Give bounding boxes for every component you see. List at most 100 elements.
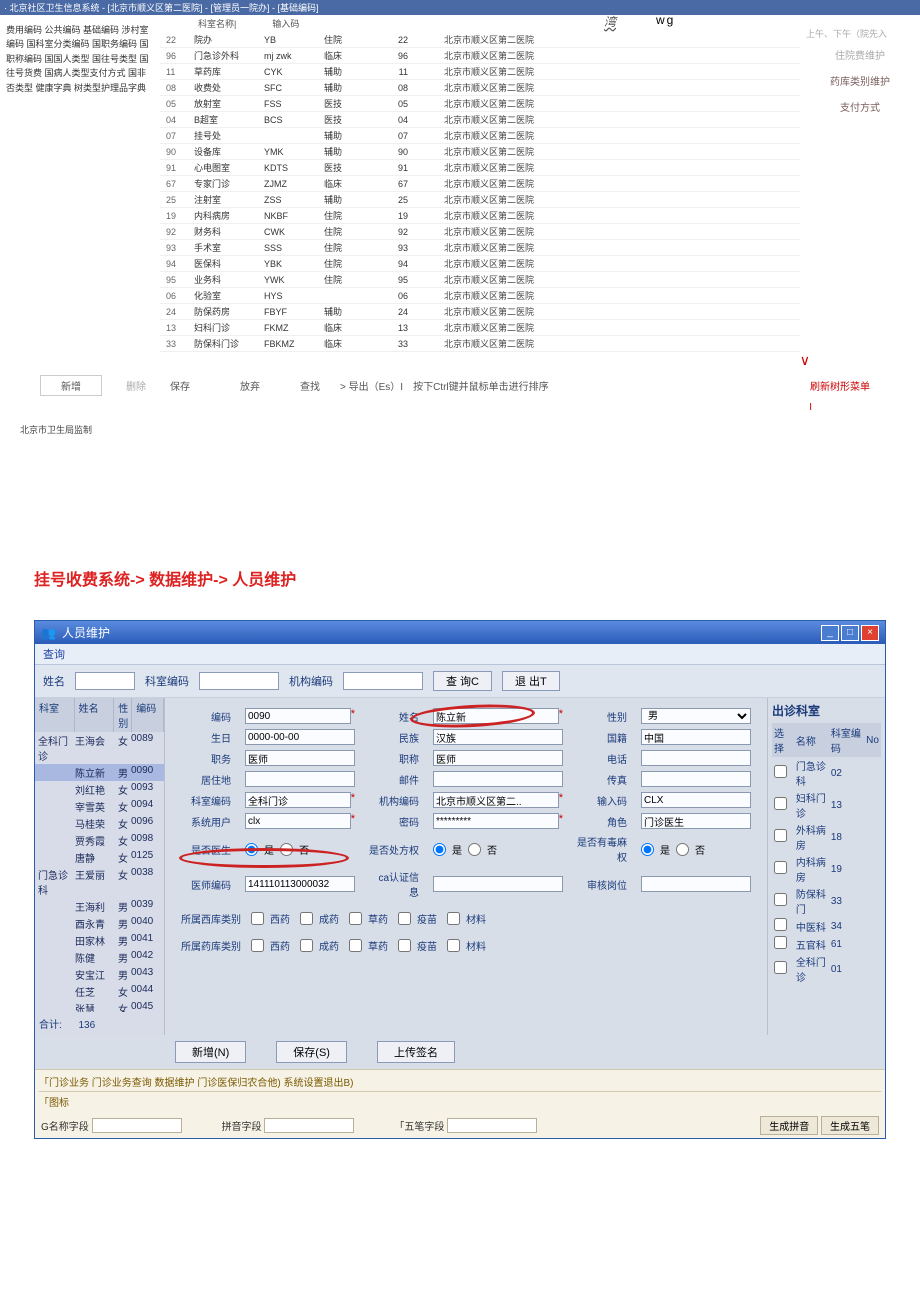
table-row[interactable]: 13妇科门诊FKMZ临床13北京市顺义区第二医院 [160, 320, 800, 336]
chk-cl[interactable] [447, 912, 460, 925]
code-input[interactable] [245, 708, 351, 724]
namefield-input[interactable] [92, 1118, 182, 1133]
table-row[interactable]: 33防保科门诊FBKMZ临床33北京市顺义区第二医院 [160, 336, 800, 352]
chk-cl2[interactable] [447, 939, 460, 952]
genpy-button[interactable]: 生成拼音 [760, 1116, 818, 1135]
table-row[interactable]: 22院办YB住院22北京市顺义区第二医院 [160, 32, 800, 48]
chk-ym[interactable] [398, 912, 411, 925]
list-item[interactable]: 陈立新男0090 [35, 764, 164, 781]
table-row[interactable]: 96门急诊外科mj zwk临床96北京市顺义区第二医院 [160, 48, 800, 64]
save-button[interactable]: 保存 [170, 378, 190, 393]
taskbar-tabs[interactable]: 「门诊业务 门诊业务查询 数据维护 门诊医保归农合他) 系统设置退出B) [39, 1072, 881, 1092]
deptcode-input[interactable] [199, 672, 279, 690]
table-row[interactable]: 92财务科CWK住院92北京市顺义区第二医院 [160, 224, 800, 240]
name-input[interactable] [75, 672, 135, 690]
row-checkbox[interactable] [774, 893, 787, 906]
link-payment[interactable]: 支付方式 [806, 99, 914, 119]
list-item[interactable]: 田家林男0041 [35, 932, 164, 949]
chk-ym2[interactable] [398, 939, 411, 952]
list-item[interactable]: 马桂荣女0096 [35, 815, 164, 832]
link-drugtype[interactable]: 药库类别维护 [806, 73, 914, 93]
birth-input[interactable] [245, 729, 355, 745]
list-item[interactable]: 宰雪英女0094 [35, 798, 164, 815]
table-row[interactable]: 06化验室HYS06北京市顺义区第二医院 [160, 288, 800, 304]
pwd-input[interactable] [433, 813, 559, 829]
rx-radio[interactable]: 是否 [433, 842, 563, 857]
country-input[interactable] [641, 729, 751, 745]
row-checkbox[interactable] [774, 797, 787, 810]
list-item[interactable]: 全科门诊王海会女0089 [35, 732, 164, 764]
wbfield-input[interactable] [447, 1118, 537, 1133]
inputcode-input[interactable] [641, 792, 751, 808]
row-checkbox[interactable] [774, 829, 787, 842]
sysuser-input[interactable] [245, 813, 351, 829]
list-item[interactable]: 王海利男0039 [35, 898, 164, 915]
table-row[interactable]: 90设备库YMK辅助90北京市顺义区第二医院 [160, 144, 800, 160]
sex-select[interactable]: 男 [641, 708, 751, 724]
table-row[interactable]: 07挂号处辅助07北京市顺义区第二医院 [160, 128, 800, 144]
drug-radio[interactable]: 是否 [641, 842, 751, 857]
phone-input[interactable] [641, 750, 751, 766]
table-row[interactable]: 外科病房18 [772, 821, 881, 853]
person-rows[interactable]: 全科门诊王海会女0089陈立新男0090刘红艳女0093宰雪英女0094马桂荣女… [35, 732, 164, 1012]
pyfield-input[interactable] [264, 1118, 354, 1133]
ca-input[interactable] [433, 876, 563, 892]
audit-input[interactable] [641, 876, 751, 892]
table-row[interactable]: 95业务科YWK住院95北京市顺义区第二医院 [160, 272, 800, 288]
row-checkbox[interactable] [774, 961, 787, 974]
chk-cy3[interactable] [300, 939, 313, 952]
table-row[interactable]: 04B超室BCS医技04北京市顺义区第二医院 [160, 112, 800, 128]
table-row[interactable]: 94医保科YBK住院94北京市顺义区第二医院 [160, 256, 800, 272]
table-row[interactable]: 内科病房19 [772, 853, 881, 885]
list-item[interactable]: 贾秀霞女0098 [35, 832, 164, 849]
maximize-button[interactable]: □ [841, 625, 859, 641]
table-row[interactable]: 19内科病房NKBF住院19北京市顺义区第二医院 [160, 208, 800, 224]
app1-sidebar[interactable]: 费用编码 公共编码 基础编码 涉村室编码 国科室分类编码 国职务编码 国职称编码… [0, 15, 160, 352]
table-row[interactable]: 08收费处SFC辅助08北京市顺义区第二医院 [160, 80, 800, 96]
new-button[interactable]: 新增 [40, 375, 102, 396]
table-row[interactable]: 05放射室FSS医技05北京市顺义区第二医院 [160, 96, 800, 112]
orgcode-input2[interactable] [433, 792, 559, 808]
addr-input[interactable] [245, 771, 355, 787]
query-button[interactable]: 查 询C [433, 671, 492, 691]
table-row[interactable]: 24防保药房FBYF辅助24北京市顺义区第二医院 [160, 304, 800, 320]
table-row[interactable]: 91心电图室KDTS医技91北京市顺义区第二医院 [160, 160, 800, 176]
delete-button[interactable]: 删除 [126, 378, 146, 393]
docno-input[interactable] [245, 876, 355, 892]
query-menu[interactable]: 查询 [43, 649, 65, 661]
row-checkbox[interactable] [774, 765, 787, 778]
table-row[interactable]: 67专家门诊ZJMZ临床67北京市顺义区第二医院 [160, 176, 800, 192]
role-input[interactable] [641, 813, 751, 829]
find-button[interactable]: 查找 [300, 378, 320, 393]
table-row[interactable]: 25注射室ZSS辅助25北京市顺义区第二医院 [160, 192, 800, 208]
genwb-button[interactable]: 生成五笔 [821, 1116, 879, 1135]
list-item[interactable]: 陈健男0042 [35, 949, 164, 966]
title-input[interactable] [433, 750, 563, 766]
name-input[interactable] [433, 708, 559, 724]
refresh-tree-link[interactable]: 刷新树形菜单 [810, 378, 870, 393]
chk-xy2[interactable] [251, 939, 264, 952]
chk-cy[interactable] [300, 912, 313, 925]
table-row[interactable]: 93手术室SSS住院93北京市顺义区第二医院 [160, 240, 800, 256]
list-item[interactable]: 唐静女0125 [35, 849, 164, 866]
isdoc-radio[interactable]: 是否 [245, 842, 355, 857]
row-checkbox[interactable] [774, 936, 787, 949]
orgcode-input[interactable] [343, 672, 423, 690]
list-item[interactable]: 酉永青男0040 [35, 915, 164, 932]
minimize-button[interactable]: _ [821, 625, 839, 641]
save-button2[interactable]: 保存(S) [276, 1041, 347, 1063]
table-row[interactable]: 门急诊科02 [772, 757, 881, 789]
row-checkbox[interactable] [774, 918, 787, 931]
row-checkbox[interactable] [774, 861, 787, 874]
table-row[interactable]: 中医科34 [772, 917, 881, 935]
deptcode-input2[interactable] [245, 792, 351, 808]
table-row[interactable]: 五官科61 [772, 935, 881, 953]
chk-xy[interactable] [251, 912, 264, 925]
table-row[interactable]: 防保科门33 [772, 885, 881, 917]
list-item[interactable]: 张慧女0045 [35, 1000, 164, 1012]
nation-input[interactable] [433, 729, 563, 745]
table-row[interactable]: 妇科门诊13 [772, 789, 881, 821]
chk-cy2[interactable] [349, 912, 362, 925]
list-item[interactable]: 刘红艳女0093 [35, 781, 164, 798]
list-item[interactable]: 安宝江男0043 [35, 966, 164, 983]
